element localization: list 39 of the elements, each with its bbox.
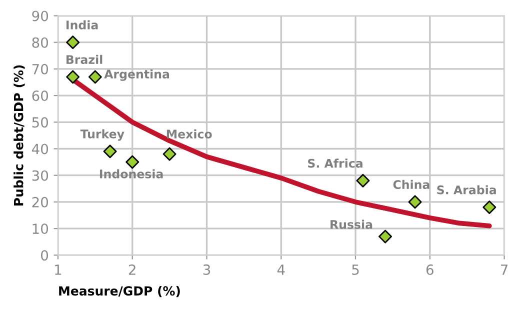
- annotation: S. Arabia: [437, 185, 496, 194]
- annotation: Mexico: [166, 129, 212, 138]
- y-tick-label: 60: [32, 90, 48, 102]
- y-tick-label: 50: [32, 117, 48, 128]
- point: [162, 147, 176, 161]
- x-tick-label: 2: [128, 264, 136, 275]
- x-tick-label: 3: [203, 264, 210, 275]
- annotation: Argentina: [104, 69, 170, 81]
- y-tick-label: 80: [32, 37, 48, 48]
- x-tick-label: 6: [426, 264, 434, 275]
- point: [66, 70, 80, 84]
- y-tick-label: 0: [41, 250, 48, 261]
- point: [482, 200, 496, 214]
- point: [126, 155, 140, 169]
- x-tick-label: 4: [277, 264, 285, 275]
- annotation: Brazil: [66, 54, 102, 64]
- annotation: Turkey: [80, 129, 124, 141]
- y-tick-label: 90: [32, 10, 48, 22]
- annotation: Russia: [330, 220, 372, 229]
- annotation: Indonesia: [100, 169, 163, 178]
- y-axis-title: Public debt/GDP (%): [14, 65, 25, 206]
- y-tick-label: 10: [32, 224, 48, 234]
- point: [408, 195, 422, 209]
- y-tick-label: 70: [32, 64, 48, 74]
- point: [378, 230, 392, 244]
- annotation: China: [393, 180, 430, 190]
- x-axis-title: Measure/GDP (%): [59, 286, 180, 298]
- x-tick-label: 5: [352, 264, 359, 275]
- y-tick-label: 40: [32, 144, 48, 154]
- point: [356, 174, 370, 188]
- point: [66, 36, 80, 50]
- x-tick-label: 7: [501, 264, 508, 275]
- point: [103, 144, 117, 158]
- annotation: S. Africa: [308, 158, 362, 168]
- point: [88, 70, 102, 84]
- y-tick-label: 20: [32, 196, 48, 208]
- annotation: India: [66, 20, 98, 30]
- y-tick-label: 30: [32, 170, 48, 181]
- x-tick-label: 1: [55, 264, 62, 275]
